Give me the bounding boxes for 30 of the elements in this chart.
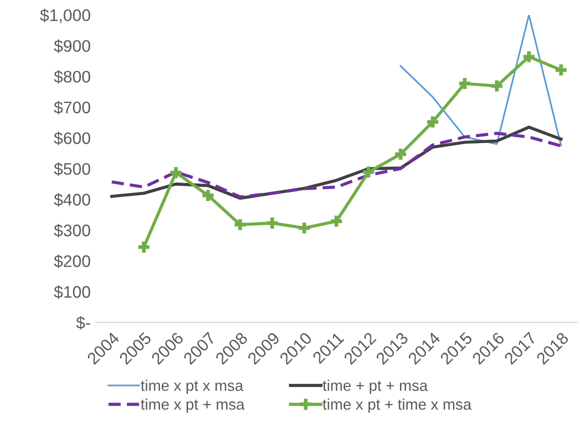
point xyxy=(202,190,214,201)
point xyxy=(298,222,310,234)
legend-label: time x pt x msa xyxy=(140,380,244,394)
point xyxy=(427,116,438,128)
line-series xyxy=(400,14,562,146)
y-tick-label: $700 xyxy=(54,100,90,114)
legend-label: time x pt + msa xyxy=(140,398,245,413)
y-tick-label: $900 xyxy=(54,39,90,53)
point xyxy=(459,78,470,90)
point xyxy=(330,216,342,227)
legend-label: time + pt + msa xyxy=(322,380,428,394)
y-tick-label: $300 xyxy=(54,224,90,238)
point xyxy=(234,219,246,230)
y-tick-label: $500 xyxy=(54,162,90,176)
point xyxy=(266,218,278,229)
y-tick-label: $1,000 xyxy=(40,8,90,24)
point xyxy=(395,148,406,160)
point xyxy=(555,64,567,76)
legend-label: time x pt + time x msa xyxy=(322,398,472,413)
y-tick-label: $600 xyxy=(54,132,90,146)
point xyxy=(138,242,150,253)
point xyxy=(362,166,374,178)
y-tick-label: $- xyxy=(76,316,90,330)
y-tick-label: $800 xyxy=(54,70,90,84)
point xyxy=(523,51,535,62)
y-tick-label: $400 xyxy=(54,193,90,207)
point xyxy=(170,167,182,178)
y-tick-label: $100 xyxy=(54,285,90,299)
point xyxy=(491,80,502,92)
y-tick-label: $200 xyxy=(54,254,90,268)
